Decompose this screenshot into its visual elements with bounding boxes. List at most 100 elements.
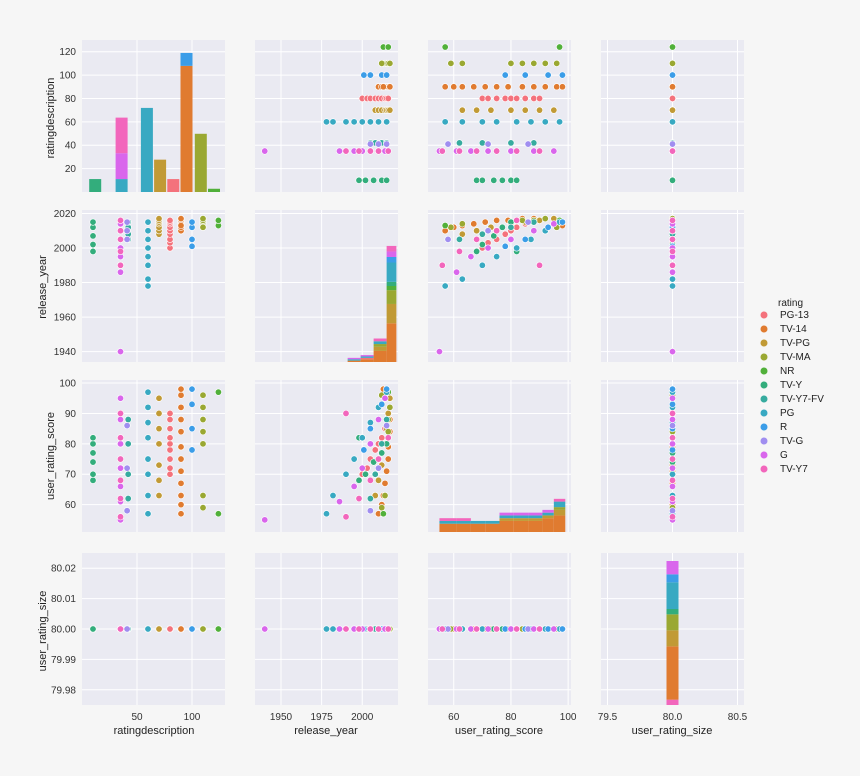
- scatter-point-tv-g: [383, 140, 391, 148]
- scatter-point-tv-g: [668, 507, 676, 515]
- scatter-point-tv-ma: [199, 416, 207, 424]
- scatter-point-tv-y7: [473, 235, 481, 243]
- scatter-point-pg: [144, 455, 152, 463]
- scatter-point-tv-y7-fv: [383, 416, 391, 424]
- ytick-label: 90: [65, 409, 77, 420]
- scatter-point-tv-y: [383, 176, 391, 184]
- scatter-point-r: [544, 223, 552, 231]
- scatter-point-pg: [144, 388, 152, 396]
- scatter-point-tv-14: [504, 83, 512, 91]
- scatter-point-tv-y7-fv: [507, 223, 515, 231]
- scatter-point-tv-g: [524, 140, 532, 148]
- hist-bar-tv-14: [373, 350, 387, 362]
- scatter-point-tv-ma: [199, 223, 207, 231]
- scatter-point-pg: [350, 455, 358, 463]
- hist-bar-tv-14: [439, 523, 457, 532]
- scatter-point-pg: [478, 261, 486, 269]
- scatter-panel-r0-c3: [668, 43, 676, 184]
- scatter-point-tv-pg: [155, 425, 163, 433]
- scatter-point-tv-y: [490, 176, 498, 184]
- scatter-point-tv-pg: [155, 394, 163, 402]
- scatter-point-nr: [214, 510, 222, 518]
- scatter-point-pg: [144, 625, 152, 633]
- scatter-point-tv-14: [541, 83, 549, 91]
- scatter-point-g: [467, 253, 475, 261]
- scatter-point-g: [117, 482, 125, 490]
- scatter-point-tv-y7: [117, 476, 125, 484]
- scatter-point-pg-13: [513, 94, 521, 102]
- scatter-point-tv-ma: [199, 440, 207, 448]
- scatter-point-tv-y7-fv: [478, 139, 486, 147]
- scatter-point-tv-y7: [117, 235, 125, 243]
- scatter-point-tv-g: [123, 235, 131, 243]
- scatter-point-g: [261, 147, 269, 155]
- scatter-point-tv-y7: [536, 147, 544, 155]
- scatter-point-g: [668, 464, 676, 472]
- scatter-point-tv-14: [450, 83, 458, 91]
- hist-bar-pg: [140, 107, 153, 192]
- scatter-point-pg: [322, 118, 330, 126]
- hist-bar-pg-13: [167, 179, 180, 192]
- scatter-point-tv-ma: [199, 492, 207, 500]
- scatter-point-tv-y7-fv: [371, 470, 379, 478]
- scatter-point-tv-y7-fv: [530, 139, 538, 147]
- scatter-point-tv-ma: [384, 428, 392, 436]
- hist-bar-tv-pg: [154, 159, 167, 192]
- scatter-point-tv-g: [484, 227, 492, 235]
- scatter-point-tv-ma: [199, 215, 207, 223]
- hist-bar-pg: [666, 582, 679, 609]
- scatter-point-r: [668, 385, 676, 393]
- scatter-point-g: [484, 147, 492, 155]
- scatter-point-pg-13: [166, 216, 174, 224]
- legend-marker-tv-y7-fv: [760, 395, 768, 403]
- scatter-point-tv-pg: [668, 106, 676, 114]
- hist-bar-g: [513, 512, 529, 516]
- scatter-point-tv-y7: [342, 409, 350, 417]
- scatter-point-tv-ma: [530, 59, 538, 67]
- scatter-point-tv-y7: [668, 476, 676, 484]
- scatter-point-g: [335, 147, 343, 155]
- scatter-point-g: [484, 625, 492, 633]
- scatter-point-r: [188, 625, 196, 633]
- scatter-point-tv-14: [558, 83, 566, 91]
- scatter-point-tv-y7: [342, 147, 350, 155]
- scatter-point-tv-y: [89, 458, 97, 466]
- scatter-point-tv-y: [89, 470, 97, 478]
- hist-bar-g: [386, 251, 397, 257]
- scatter-point-tv-pg: [155, 409, 163, 417]
- hist-bar-tv-pg: [553, 509, 566, 516]
- scatter-point-tv-pg: [155, 476, 163, 484]
- legend-marker-nr: [760, 367, 768, 375]
- scatter-point-tv-y7: [473, 147, 481, 155]
- scatter-point-pg-13: [166, 455, 174, 463]
- scatter-point-pg-13: [536, 94, 544, 102]
- hist-bar-tv-14: [485, 523, 500, 532]
- hist-bar-nr: [386, 286, 397, 291]
- scatter-point-pg: [144, 235, 152, 243]
- scatter-point-tv-g: [383, 422, 391, 430]
- scatter-point-tv-pg: [473, 227, 481, 235]
- scatter-point-tv-y: [355, 476, 363, 484]
- scatter-point-tv-14: [177, 467, 185, 475]
- scatter-point-tv-y: [378, 449, 386, 457]
- hist-bar-pg: [528, 515, 543, 519]
- hist-bar-tv-y7: [553, 498, 566, 502]
- scatter-point-pg: [144, 227, 152, 235]
- scatter-point-tv-y7: [342, 625, 350, 633]
- scatter-point-pg-13: [521, 94, 529, 102]
- scatter-point-tv-y7: [438, 625, 446, 633]
- scatter-point-tv-g: [123, 422, 131, 430]
- scatter-point-pg: [144, 275, 152, 283]
- scatter-point-pg: [322, 510, 330, 518]
- scatter-point-pg: [358, 434, 366, 442]
- ytick-label: 79.98: [51, 685, 76, 696]
- scatter-point-g: [261, 625, 269, 633]
- hist-bar-g: [542, 509, 554, 513]
- xlabel-release-year: release_year: [294, 725, 358, 737]
- scatter-point-pg-13: [166, 416, 174, 424]
- scatter-point-nr: [384, 43, 392, 51]
- legend-label-pg-13: PG-13: [780, 310, 809, 321]
- scatter-point-tv-14: [481, 218, 489, 226]
- scatter-point-pg: [374, 118, 382, 126]
- scatter-panel-r0-c1: [261, 43, 394, 184]
